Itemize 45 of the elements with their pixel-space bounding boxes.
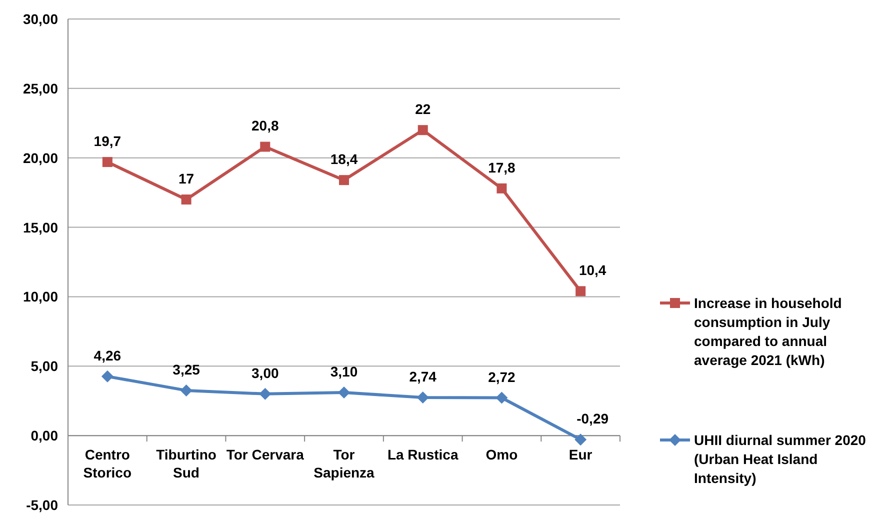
data-label: 17 <box>178 170 194 187</box>
point <box>180 384 192 396</box>
y-tick-label: 0,00 <box>30 428 58 444</box>
point <box>574 434 587 446</box>
data-label: 2,72 <box>488 368 516 385</box>
y-tick-label: 20,00 <box>22 150 58 166</box>
y-tick-label: 25,00 <box>22 80 58 96</box>
y-tick-label: 10,00 <box>22 288 58 305</box>
point <box>181 194 192 205</box>
legend-label: Increase in household consumption in July compared to annual average 2021 (kWh) <box>694 295 842 368</box>
x-tick-label: Tor Cervara <box>226 446 304 463</box>
point <box>339 175 349 186</box>
data-label: 20,8 <box>252 118 279 134</box>
point <box>101 370 114 382</box>
legend-label: UHII diurnal summer 2020 (Urban Heat Island Intensity) <box>694 432 866 486</box>
point <box>260 142 270 152</box>
point <box>496 183 507 194</box>
data-label: 17,8 <box>488 159 516 176</box>
x-tick-label: Tor Sapienza <box>314 446 375 481</box>
x-tick-label: Omo <box>486 446 518 463</box>
point <box>338 386 350 399</box>
data-label: 3,10 <box>330 364 358 380</box>
x-tick-label: Tiburtino Sud <box>156 446 216 481</box>
x-tick-label: La Rustica <box>387 446 458 463</box>
point <box>496 392 508 404</box>
data-label: 19,7 <box>94 133 122 150</box>
point <box>259 388 272 400</box>
data-label: 3,00 <box>252 364 279 381</box>
data-label: 3,25 <box>172 361 200 378</box>
x-tick-label: Centro Storico <box>83 446 132 481</box>
point <box>576 286 586 296</box>
data-label: -0,29 <box>576 410 609 427</box>
y-tick-label: 15,00 <box>22 219 58 236</box>
point <box>418 125 428 136</box>
y-tick-label: 30,00 <box>22 11 58 27</box>
data-label: 2,74 <box>409 368 437 385</box>
data-label: 22 <box>415 101 431 118</box>
point <box>416 392 429 404</box>
data-label: 4,26 <box>94 347 122 364</box>
data-label: 10,4 <box>578 262 606 278</box>
y-tick-label: -5,00 <box>26 497 58 513</box>
point <box>102 157 112 168</box>
y-tick-label: 5,00 <box>30 358 58 374</box>
x-tick-label: Eur <box>568 446 593 463</box>
data-label: 18,4 <box>330 151 358 168</box>
